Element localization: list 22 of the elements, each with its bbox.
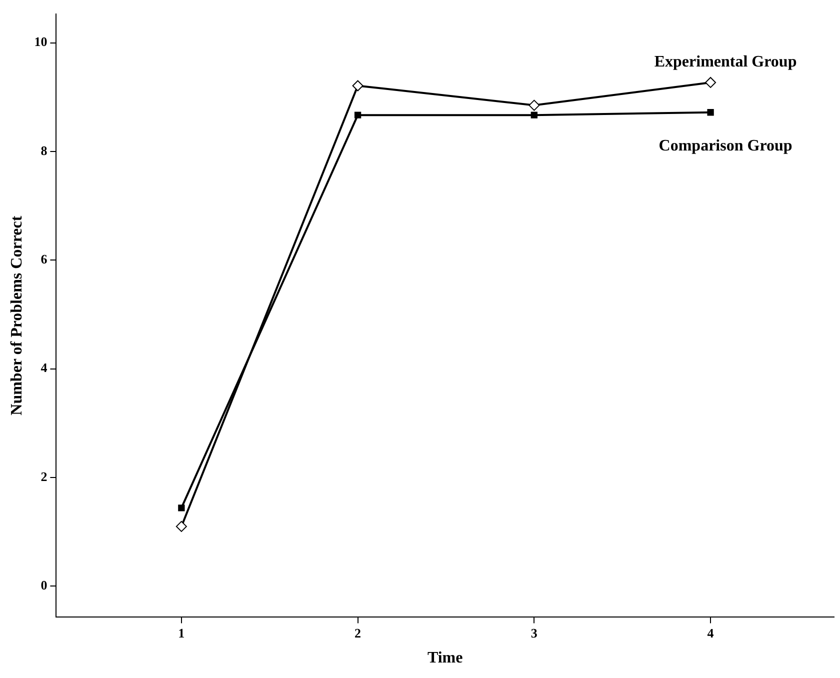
x-tick-label: 3	[530, 625, 538, 640]
point	[352, 80, 364, 92]
x-tick-label: 4	[707, 625, 714, 640]
series-label: Comparison Group	[658, 138, 792, 154]
series-label: Experimental Group	[654, 54, 797, 71]
point	[528, 100, 540, 111]
y-tick-label: 2	[40, 468, 48, 484]
point	[178, 504, 185, 512]
y-tick-label: 10	[34, 34, 48, 50]
x-tick-label: 1	[178, 625, 185, 640]
x-tick-label: 2	[354, 625, 362, 640]
y-tick-label: 6	[40, 252, 48, 267]
y-tick-label: 8	[40, 142, 48, 158]
point	[354, 112, 362, 118]
point	[707, 109, 714, 116]
y-axis-title: Number of Problems Correct	[8, 215, 26, 416]
y-tick-label: 4	[40, 360, 48, 376]
point	[530, 112, 538, 118]
y-tick-label: 0	[40, 578, 48, 593]
point	[176, 520, 187, 532]
x-axis-title: Time	[427, 650, 463, 667]
point	[705, 76, 716, 88]
